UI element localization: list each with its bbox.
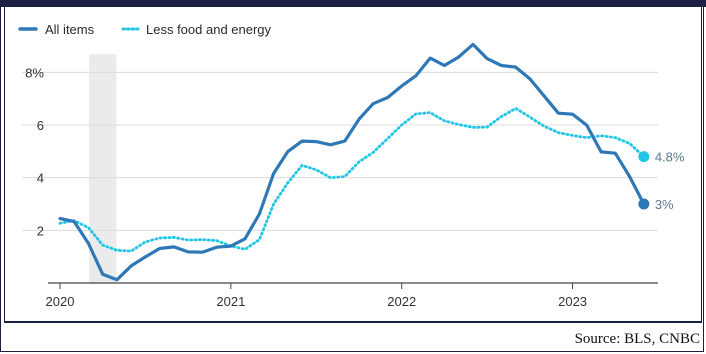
series-line-less-food-energy <box>58 107 646 253</box>
y-tick-label: 2 <box>37 223 44 238</box>
top-border <box>0 0 706 7</box>
gridlines <box>22 71 658 231</box>
chart-panel <box>4 7 702 323</box>
x-axis-ticks: 2020 2021 2022 2023 <box>46 283 587 309</box>
y-tick-label: 6 <box>37 118 44 133</box>
y-axis-ticks: 8% 6 4 2 <box>25 65 44 238</box>
series-line-all-items <box>58 42 646 282</box>
x-tick-label: 2021 <box>216 294 245 309</box>
y-tick-label: 4 <box>37 171 44 186</box>
y-tick-label: 8% <box>25 65 44 80</box>
legend-label-all-items: All items <box>45 22 95 37</box>
legend: All items Less food and energy <box>18 22 272 37</box>
end-label-less-food-energy: 4.8% <box>655 150 685 165</box>
x-tick-label: 2022 <box>387 294 416 309</box>
endpoint-all-items <box>638 198 650 210</box>
source-note: Source: BLS, CNBC <box>574 331 700 347</box>
x-tick-label: 2023 <box>558 294 587 309</box>
legend-label-less-food-energy: Less food and energy <box>146 22 272 37</box>
end-label-all-items: 3% <box>655 197 674 212</box>
series-lines <box>58 42 646 282</box>
endpoint-less-food-energy <box>638 151 650 163</box>
series-endpoints: 4.8% 3% <box>638 150 685 212</box>
x-tick-label: 2020 <box>46 294 75 309</box>
